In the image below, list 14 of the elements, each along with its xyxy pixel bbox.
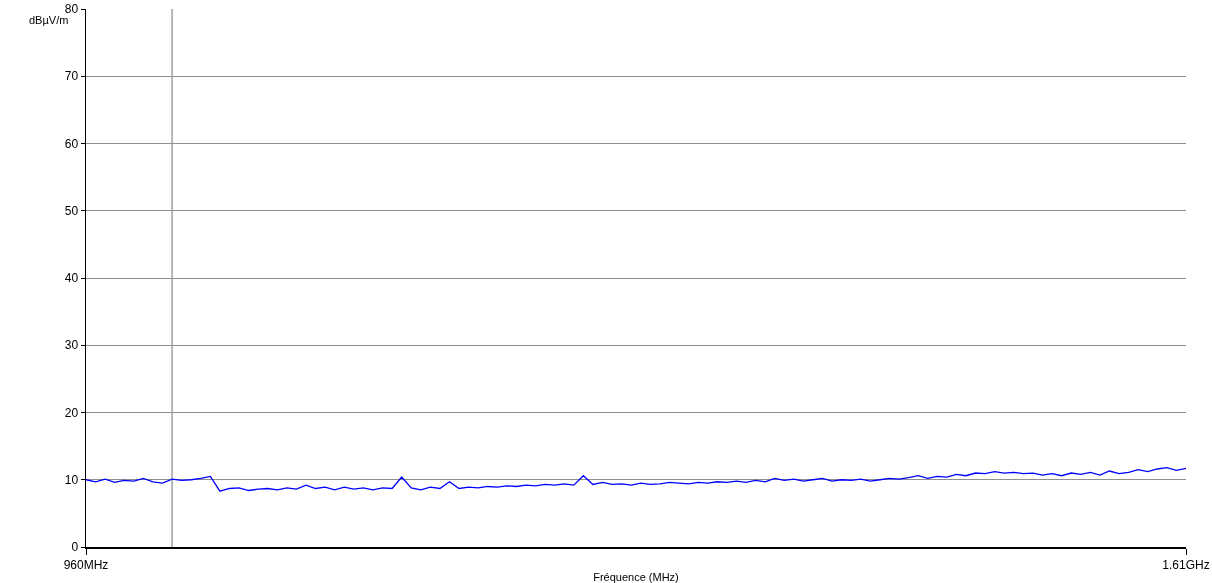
y-tick-label: 30 [64, 338, 79, 353]
y-tick-label: 20 [64, 405, 79, 420]
y-tick-label: 50 [64, 203, 79, 218]
y-tick-label: 40 [64, 271, 79, 286]
y-tick-label: 0 [71, 540, 79, 555]
x-axis-title: Fréquence (MHz) [593, 570, 679, 583]
y-tick-label: 60 [64, 136, 79, 151]
y-tick-label: 70 [64, 69, 79, 84]
x-tick-label: 1.61GHz [1162, 557, 1210, 572]
x-tick-label: 960MHz [63, 557, 109, 572]
line-series [86, 467, 1186, 492]
y-tick-label: 10 [64, 472, 79, 487]
y-tick-label: 80 [64, 2, 79, 17]
y-axis-title: dBµV/m [29, 14, 69, 26]
